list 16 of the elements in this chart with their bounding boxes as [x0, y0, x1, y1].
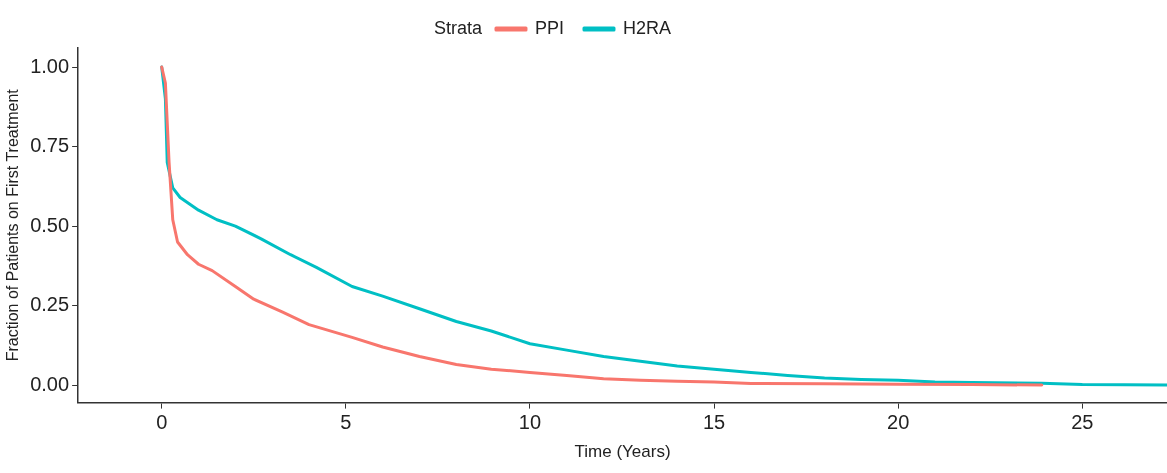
- x-tick-label: 15: [702, 411, 726, 434]
- legend-label: H2RA: [623, 17, 672, 38]
- y-tick-label: 0.75: [30, 134, 70, 157]
- y-tick-label: 0.25: [30, 293, 70, 316]
- y-tick-label: 1.00: [30, 54, 70, 77]
- x-tick-label: 5: [340, 411, 352, 434]
- x-tick-label: 25: [1071, 411, 1094, 434]
- x-tick-label: 20: [887, 411, 910, 434]
- y-tick-label: 0.00: [30, 372, 70, 395]
- y-tick-label: 0.50: [30, 213, 70, 236]
- y-axis-title: Fraction of Patients on First Treatment: [4, 88, 22, 362]
- legend-title: Strata: [433, 17, 483, 38]
- legend-label: PPI: [534, 17, 564, 38]
- x-axis-title: Time (Years): [574, 442, 671, 462]
- x-tick-label: 0: [156, 411, 168, 434]
- x-tick-label: 10: [518, 411, 542, 434]
